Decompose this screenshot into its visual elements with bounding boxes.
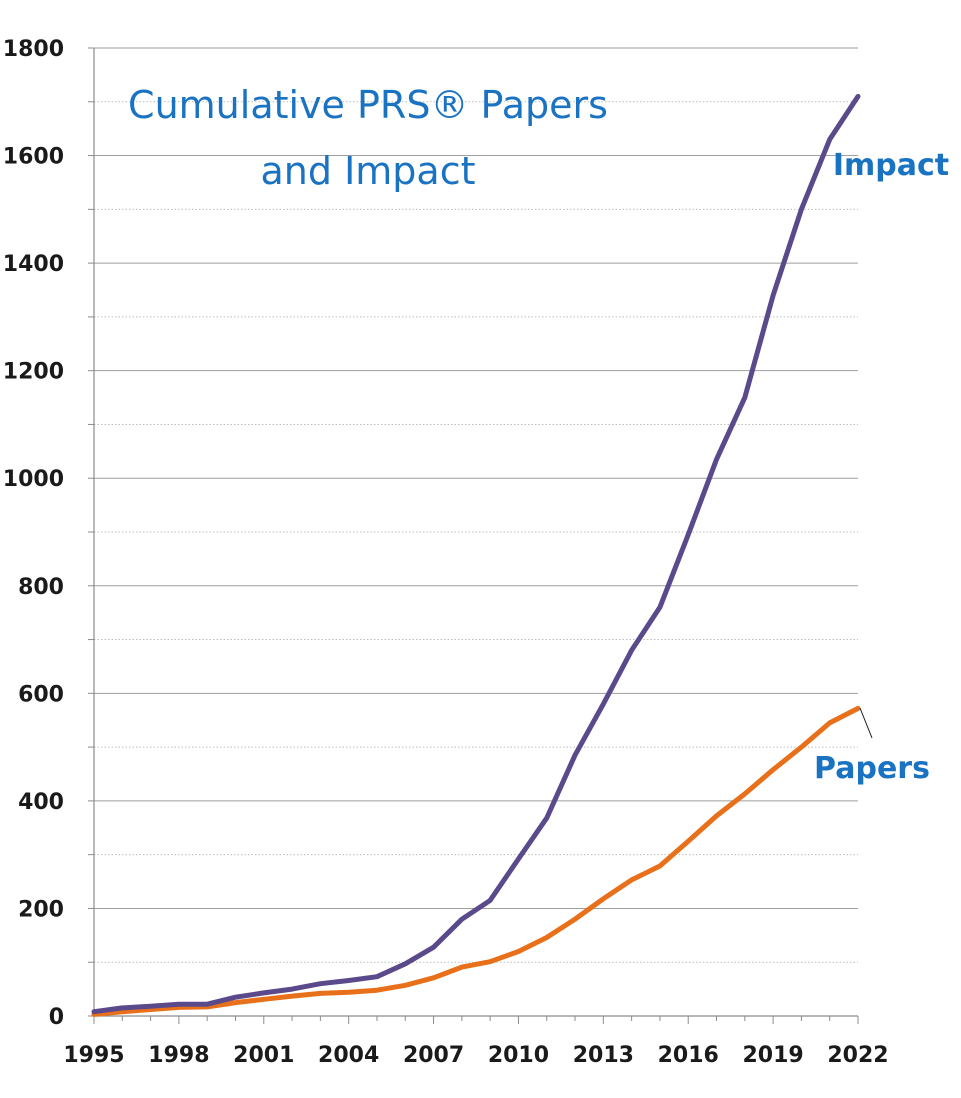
series-line-impact bbox=[91, 93, 861, 1015]
chart-title-line-2: and Impact bbox=[261, 149, 476, 193]
x-tick-labels: 1995 1998 2001 2004 2007 2010 2013 2016 2019 2022 bbox=[63, 1043, 888, 1068]
y-tick-label: 0 bbox=[49, 1005, 64, 1030]
series-label-impact: Impact bbox=[833, 148, 949, 183]
x-tick-label: 2010 bbox=[488, 1043, 549, 1068]
y-tick-label: 1200 bbox=[3, 360, 64, 385]
grid bbox=[94, 47, 858, 963]
axes bbox=[88, 47, 859, 1024]
x-tick-label: 1995 bbox=[63, 1043, 124, 1068]
x-tick-label: 2022 bbox=[827, 1043, 888, 1068]
y-tick-label: 1800 bbox=[3, 37, 64, 62]
y-tick-label: 1400 bbox=[3, 252, 64, 277]
x-tick-label: 2004 bbox=[318, 1043, 379, 1068]
y-tick-label: 200 bbox=[18, 897, 64, 922]
series-lines bbox=[91, 93, 861, 1017]
y-tick-label: 800 bbox=[18, 575, 64, 600]
chart-title-line-1: Cumulative PRS® Papers bbox=[128, 83, 608, 127]
x-tick-label: 2001 bbox=[233, 1043, 294, 1068]
y-tick-labels: 0 200 400 600 800 1000 1200 1400 1600 1800 bbox=[3, 37, 64, 1030]
y-tick-label: 600 bbox=[18, 682, 64, 707]
x-tick-label: 2019 bbox=[742, 1043, 803, 1068]
x-tick-label: 1998 bbox=[148, 1043, 209, 1068]
x-tick-label: 2007 bbox=[403, 1043, 464, 1068]
x-tick-label: 2013 bbox=[573, 1043, 634, 1068]
y-tick-label: 1600 bbox=[3, 145, 64, 170]
series-label-papers: Papers bbox=[814, 751, 930, 786]
y-tick-label: 400 bbox=[18, 790, 64, 815]
x-tick-label: 2016 bbox=[658, 1043, 719, 1068]
papers-label-leader-line bbox=[859, 707, 873, 739]
series-line-papers bbox=[91, 705, 861, 1017]
y-tick-label: 1000 bbox=[3, 467, 64, 492]
